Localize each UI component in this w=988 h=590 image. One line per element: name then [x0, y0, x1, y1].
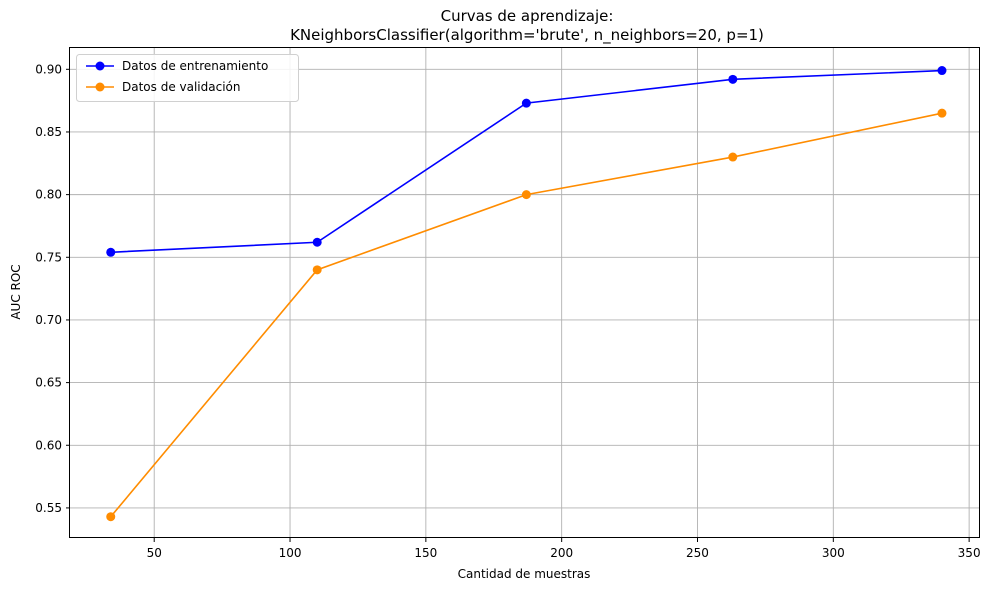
series-1-point: [106, 512, 116, 522]
legend-marker-validation: [95, 82, 105, 92]
y-tick-label: 0.85: [35, 125, 62, 139]
x-tick-label: 300: [822, 546, 845, 560]
series-0-point: [106, 247, 116, 257]
x-tick-label: 250: [686, 546, 709, 560]
plot-frame: [69, 47, 980, 538]
x-tick-label: 150: [414, 546, 437, 560]
series-0-point: [937, 66, 947, 76]
x-tick-label: 200: [550, 546, 573, 560]
series-line-1: [110, 112, 943, 518]
legend-box: [76, 54, 299, 102]
chart-subtitle: KNeighborsClassifier(algorithm='brute', …: [290, 26, 764, 45]
legend: Datos de entrenamiento Datos de validaci…: [76, 54, 299, 102]
grid: [70, 48, 980, 538]
y-tick-label: 0.75: [35, 250, 62, 264]
y-tick-label: 0.55: [35, 501, 62, 515]
y-tick-label: 0.80: [35, 188, 62, 202]
y-axis-label: AUC ROC: [9, 264, 23, 319]
series-lines: [110, 69, 943, 518]
series-1-point: [312, 265, 322, 275]
series-1-point: [521, 190, 531, 200]
x-axis-ticks: 50 100 150 200 250 300 350: [147, 538, 981, 560]
series-markers: [106, 66, 947, 522]
series-0-point: [521, 98, 531, 108]
y-tick-label: 0.70: [35, 313, 62, 327]
series-1-point: [728, 152, 738, 162]
y-tick-label: 0.65: [35, 376, 62, 390]
legend-label-validation: Datos de validación: [122, 80, 241, 94]
legend-label-train: Datos de entrenamiento: [122, 59, 268, 73]
series-1-point: [937, 108, 947, 118]
x-tick-label: 350: [958, 546, 981, 560]
x-axis-label: Cantidad de muestras: [458, 567, 591, 581]
chart-title: Curvas de aprendizaje:: [441, 7, 614, 25]
y-tick-label: 0.90: [35, 62, 62, 76]
y-axis-ticks: 0.55 0.60 0.65 0.70 0.75 0.80 0.85 0.90: [35, 62, 70, 515]
legend-marker-train: [95, 61, 105, 71]
series-0-point: [728, 74, 738, 84]
series-0-point: [312, 237, 322, 247]
x-tick-label: 100: [279, 546, 302, 560]
x-tick-label: 50: [147, 546, 162, 560]
y-tick-label: 0.60: [35, 438, 62, 452]
